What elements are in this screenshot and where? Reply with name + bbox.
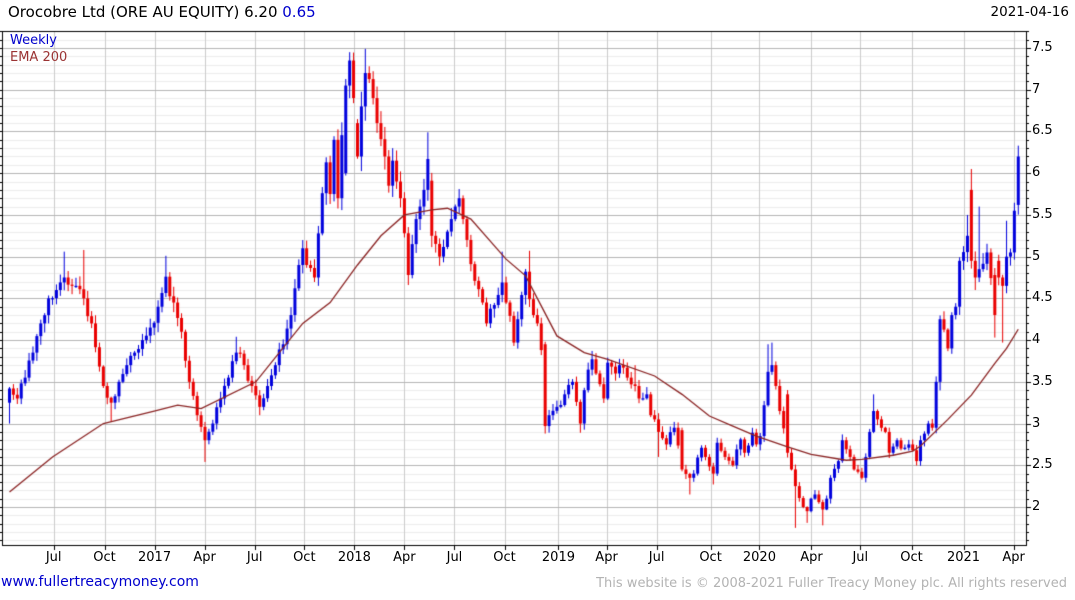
x-axis-label: Jul (852, 550, 869, 565)
x-axis-label: Oct (493, 550, 516, 565)
x-axis-label: 2017 (138, 550, 172, 565)
x-axis-label: Apr (393, 550, 416, 565)
y-axis-label: 2 (1032, 499, 1041, 514)
x-axis-label: Jul (446, 550, 463, 565)
x-axis-label: Jul (45, 550, 62, 565)
x-axis-label: 2021 (946, 550, 981, 565)
x-axis-label: Apr (1002, 550, 1025, 565)
x-axis-label: Oct (293, 550, 316, 565)
page-title: Orocobre Ltd (ORE AU EQUITY) 6.20 0.65 (8, 3, 316, 21)
y-axis-label: 7.5 (1032, 40, 1053, 55)
x-axis-label: Apr (193, 550, 216, 565)
copyright-text: This website is © 2008-2021 Fuller Treac… (596, 576, 1067, 591)
x-axis-label: Jul (246, 550, 263, 565)
y-axis-label: 6 (1032, 165, 1041, 181)
x-axis-label: Oct (699, 550, 722, 565)
y-axis-label: 7 (1032, 81, 1041, 97)
x-axis-label: Oct (900, 550, 923, 565)
chart-date: 2021-04-16 (990, 4, 1069, 20)
y-axis-label: 4.5 (1032, 290, 1053, 306)
title-change: 0.65 (282, 3, 316, 21)
y-axis-label: 3.5 (1032, 373, 1053, 389)
legend-ema-200: EMA 200 (10, 50, 68, 65)
title-symbol-price: Orocobre Ltd (ORE AU EQUITY) 6.20 (8, 3, 283, 21)
y-axis-label: 5 (1032, 248, 1041, 264)
y-axis-label: 6.5 (1032, 123, 1053, 139)
x-axis-label: 2019 (541, 550, 575, 565)
website-link[interactable]: www.fullertreacymoney.com (1, 574, 199, 590)
x-axis-label: Apr (800, 550, 823, 565)
legend-timeframe: Weekly (10, 33, 57, 48)
y-axis-label: 2.5 (1032, 457, 1053, 473)
x-axis-label: 2020 (742, 550, 776, 565)
y-axis-label: 5.5 (1032, 206, 1053, 222)
x-axis-label: Apr (595, 550, 618, 565)
y-axis-label: 3 (1032, 415, 1041, 431)
x-axis-label: 2018 (337, 550, 371, 565)
x-axis-label: Jul (648, 550, 665, 565)
y-axis-label: 4 (1032, 332, 1041, 348)
x-axis-label: Oct (93, 550, 116, 565)
